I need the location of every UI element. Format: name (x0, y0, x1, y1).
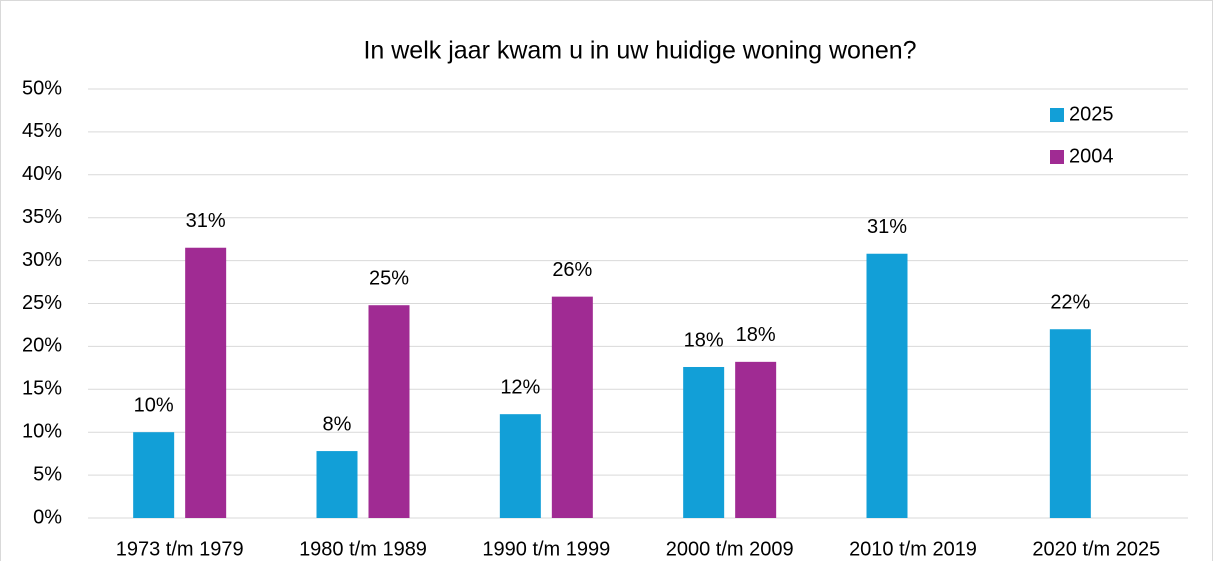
y-tick-label: 30% (22, 249, 62, 271)
y-tick-label: 15% (22, 378, 62, 400)
bar (499, 414, 541, 518)
y-tick-label: 50% (22, 77, 62, 99)
bar (683, 366, 725, 518)
bar (133, 432, 175, 518)
x-tick-label: 2010 t/m 2019 (849, 538, 977, 560)
x-tick-label: 2020 t/m 2025 (1032, 538, 1160, 560)
x-tick-label: 1990 t/m 1999 (482, 538, 610, 560)
y-tick-label: 10% (22, 420, 62, 442)
x-tick-label: 1980 t/m 1989 (299, 538, 427, 560)
y-tick-label: 20% (22, 335, 62, 357)
bar (866, 253, 908, 518)
data-label: 18% (736, 324, 776, 346)
bar (551, 296, 593, 518)
data-label: 31% (186, 210, 226, 232)
data-label: 18% (684, 329, 724, 351)
y-tick-label: 40% (22, 163, 62, 185)
bar (735, 361, 777, 518)
data-label: 25% (369, 267, 409, 289)
data-label: 10% (134, 394, 174, 416)
legend-label: 2025 (1069, 103, 1114, 125)
y-tick-label: 45% (22, 120, 62, 142)
data-label: 26% (552, 259, 592, 281)
y-tick-label: 35% (22, 206, 62, 228)
bar (316, 451, 358, 518)
y-tick-label: 0% (33, 506, 62, 528)
data-label: 8% (323, 413, 352, 435)
x-tick-label: 2000 t/m 2009 (666, 538, 794, 560)
bar (1049, 329, 1091, 518)
legend-swatch (1050, 150, 1064, 164)
y-tick-label: 5% (33, 463, 62, 485)
y-tick-label: 25% (22, 292, 62, 314)
data-label: 22% (1050, 292, 1090, 314)
chart-title: In welk jaar kwam u in uw huidige woning… (363, 37, 916, 65)
x-tick-label: 1973 t/m 1979 (116, 538, 244, 560)
legend-swatch (1050, 108, 1064, 122)
data-label: 12% (500, 376, 540, 398)
data-label: 31% (867, 216, 907, 238)
bar (368, 305, 410, 518)
bar (185, 247, 227, 519)
legend-label: 2004 (1069, 145, 1114, 167)
